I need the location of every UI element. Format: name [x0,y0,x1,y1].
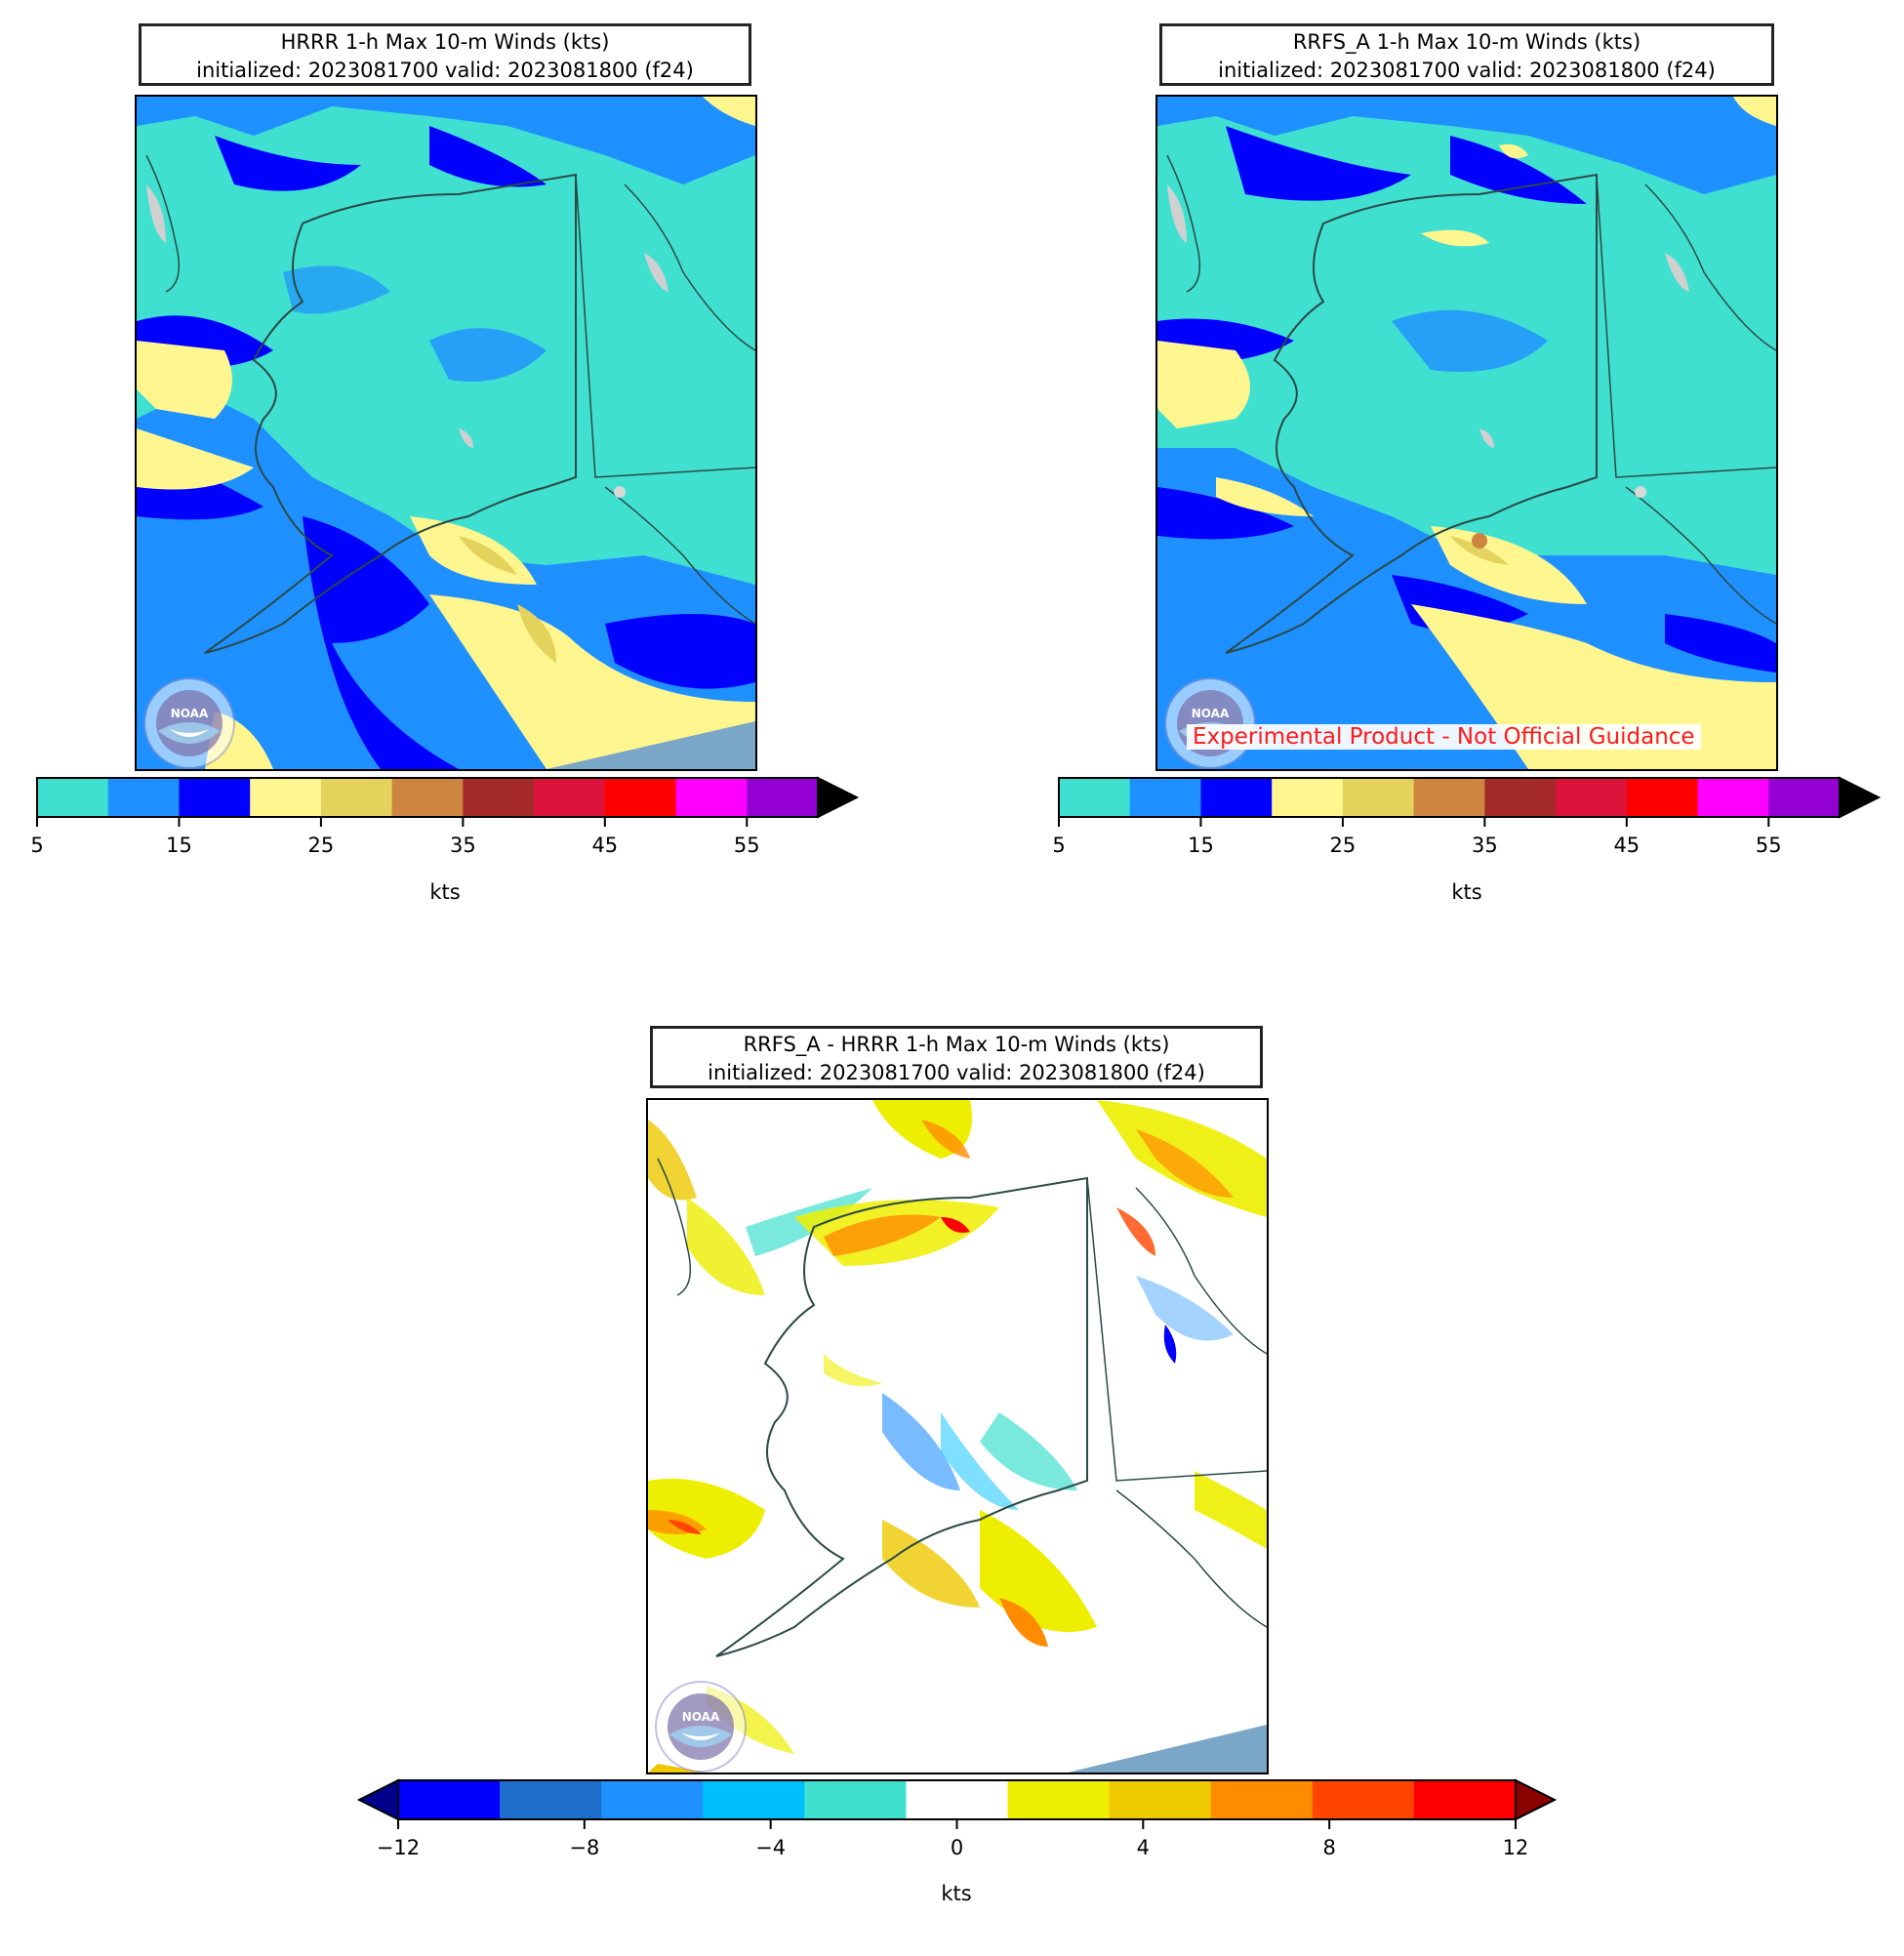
colorbar-extend-min [356,1778,399,1821]
diff-wind-field [648,1100,1267,1773]
colorbar-bin [1059,778,1131,817]
noaa-logo-icon: NOAA [143,677,235,769]
colorbar-tick-label: 35 [1472,834,1498,857]
rrfs-wind-field [1157,97,1776,769]
diff-map: NOAA [646,1098,1269,1774]
colorbar-tick-label: 0 [951,1836,963,1859]
rrfs-colorbar-unit: kts [1451,880,1482,904]
colorbar-tick-label: 5 [30,834,43,857]
noaa-logo-icon: NOAA [1164,677,1256,769]
colorbar-tick-label: 55 [1756,834,1782,857]
colorbar-bin [107,778,180,817]
colorbar-tick-label: −4 [755,1836,786,1859]
hrrr-title-line1: HRRR 1-h Max 10-m Winds (kts) [280,30,610,54]
rrfs-map: NOAA Experimental Product - Not Official… [1155,95,1778,771]
colorbar-bin [906,1780,1009,1819]
hrrr-wind-field [137,97,755,769]
colorbar-bin [747,778,819,817]
hrrr-title-box: HRRR 1-h Max 10-m Winds (kts) initialize… [139,23,751,86]
hrrr-map: NOAA [135,95,757,771]
colorbar-bin [1768,778,1841,817]
colorbar-bin [391,778,464,817]
colorbar-extend-max [1839,776,1882,819]
colorbar-extend-max [1515,1778,1558,1821]
colorbar-tick-label: 25 [1330,834,1357,857]
hrrr-colorbar: 5 15 25 35 45 55 [30,776,860,857]
colorbar-bin [1342,778,1415,817]
colorbar-bin [804,1780,907,1819]
rrfs-colorbar: 5 15 25 35 45 55 [1052,776,1882,857]
colorbar-bin [1272,778,1344,817]
colorbar-tick-label: −8 [569,1836,599,1859]
colorbar-tick-label: 8 [1322,1836,1335,1859]
colorbar-bin [1109,1780,1212,1819]
colorbar-bin [463,778,535,817]
colorbar-outline [1058,777,1841,818]
colorbar-extend-max [817,776,860,819]
diff-logo-text: NOAA [682,1710,720,1724]
colorbar-tick-label: 45 [591,834,618,857]
rrfs-title-line2: initialized: 2023081700 valid: 202308180… [1218,59,1716,82]
colorbar-tick-label: 55 [734,834,760,857]
colorbar-tick-label: 45 [1613,834,1640,857]
colorbar-bin [703,1780,805,1819]
diff-title-line1: RRFS_A - HRRR 1-h Max 10-m Winds (kts) [743,1033,1170,1056]
colorbar-bin [534,778,606,817]
colorbar-tick-label: 35 [450,834,476,857]
rrfs-title-box: RRFS_A 1-h Max 10-m Winds (kts) initiali… [1159,23,1774,86]
colorbar-tick-label: 15 [166,834,192,857]
colorbar-bin [1413,778,1485,817]
colorbar-bin [1484,778,1557,817]
colorbar-bin [1413,1780,1517,1819]
colorbar-outline [36,777,819,818]
diff-title-box: RRFS_A - HRRR 1-h Max 10-m Winds (kts) i… [650,1026,1263,1088]
colorbar-bin [675,778,748,817]
colorbar-tick-label: 5 [1052,834,1065,857]
colorbar-bin [37,778,109,817]
hrrr-logo-text: NOAA [171,707,209,720]
rrfs-title-line1: RRFS_A 1-h Max 10-m Winds (kts) [1292,30,1641,54]
colorbar-tick-label: 12 [1503,1836,1529,1859]
colorbar-tick-label: 4 [1137,1836,1150,1859]
colorbar-bin [1556,778,1628,817]
diff-colorbar: −12 −8 −4 0 4 8 12 [356,1778,1558,1859]
colorbar-bin [1626,778,1699,817]
colorbar-tick-label: 25 [308,834,335,857]
rrfs-logo-text: NOAA [1192,707,1230,720]
colorbar-tick-label: 15 [1188,834,1214,857]
colorbar-bin [320,778,393,817]
colorbar-bin [1200,778,1273,817]
hrrr-colorbar-unit: kts [429,880,461,904]
colorbar-bin [604,778,677,817]
hrrr-title-line2: initialized: 2023081700 valid: 202308180… [196,59,694,82]
colorbar-bin [398,1780,501,1819]
diff-colorbar-unit: kts [941,1882,972,1905]
colorbar-bin [1129,778,1201,817]
colorbar-bin [1007,1780,1111,1819]
colorbar-bin [500,1780,602,1819]
colorbar-tick-label: −12 [377,1836,420,1859]
colorbar-bin [1210,1780,1314,1819]
colorbar-bin [250,778,322,817]
colorbar-bin [1697,778,1769,817]
diff-title-line2: initialized: 2023081700 valid: 202308180… [708,1061,1205,1084]
colorbar-bin [1312,1780,1415,1819]
colorbar-bin [601,1780,704,1819]
colorbar-bin [179,778,251,817]
experimental-product-watermark: Experimental Product - Not Official Guid… [1187,724,1701,750]
noaa-logo-icon: NOAA [655,1681,747,1773]
